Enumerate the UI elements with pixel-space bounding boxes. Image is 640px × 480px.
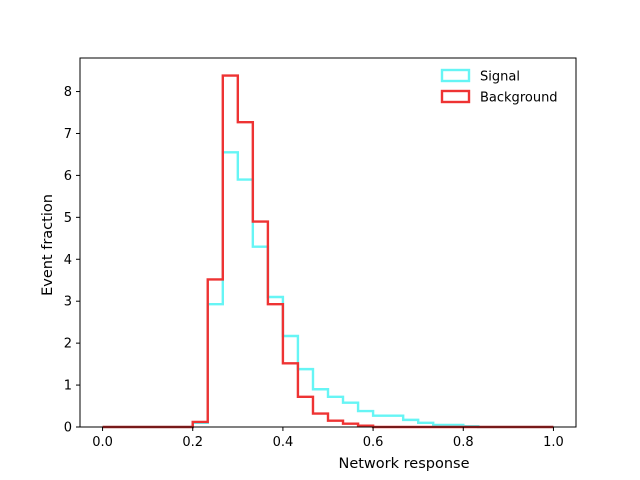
y-tick-label: 3 xyxy=(64,295,72,310)
y-tick-label: 1 xyxy=(64,379,72,394)
x-axis-ticks: 0.0 0.2 0.4 0.6 0.8 1.0 xyxy=(92,427,564,450)
x-axis-label: Network response xyxy=(338,456,469,472)
y-tick-label: 6 xyxy=(64,169,72,184)
legend-label-signal: Signal xyxy=(480,70,520,85)
y-axis-ticks: 0 1 2 3 4 5 6 7 8 xyxy=(64,85,80,436)
legend-label-background: Background xyxy=(480,91,558,106)
y-axis-label: Event fraction xyxy=(40,194,56,296)
y-tick-label: 2 xyxy=(64,337,72,352)
legend-swatch-signal xyxy=(440,68,471,83)
legend: Signal Background xyxy=(440,68,558,106)
y-tick-label: 5 xyxy=(64,211,72,226)
x-tick-label: 0.8 xyxy=(453,435,474,450)
x-tick-label: 0.6 xyxy=(363,435,384,450)
x-tick-label: 0.2 xyxy=(182,435,203,450)
x-tick-label: 0.0 xyxy=(92,435,113,450)
legend-swatch-background xyxy=(440,89,471,104)
y-tick-label: 4 xyxy=(64,253,72,268)
x-tick-label: 1.0 xyxy=(543,435,564,450)
y-tick-label: 8 xyxy=(64,85,72,100)
axes-frame xyxy=(79,57,577,428)
y-tick-label: 0 xyxy=(64,421,72,436)
y-tick-label: 7 xyxy=(64,127,72,142)
x-tick-label: 0.4 xyxy=(273,435,294,450)
